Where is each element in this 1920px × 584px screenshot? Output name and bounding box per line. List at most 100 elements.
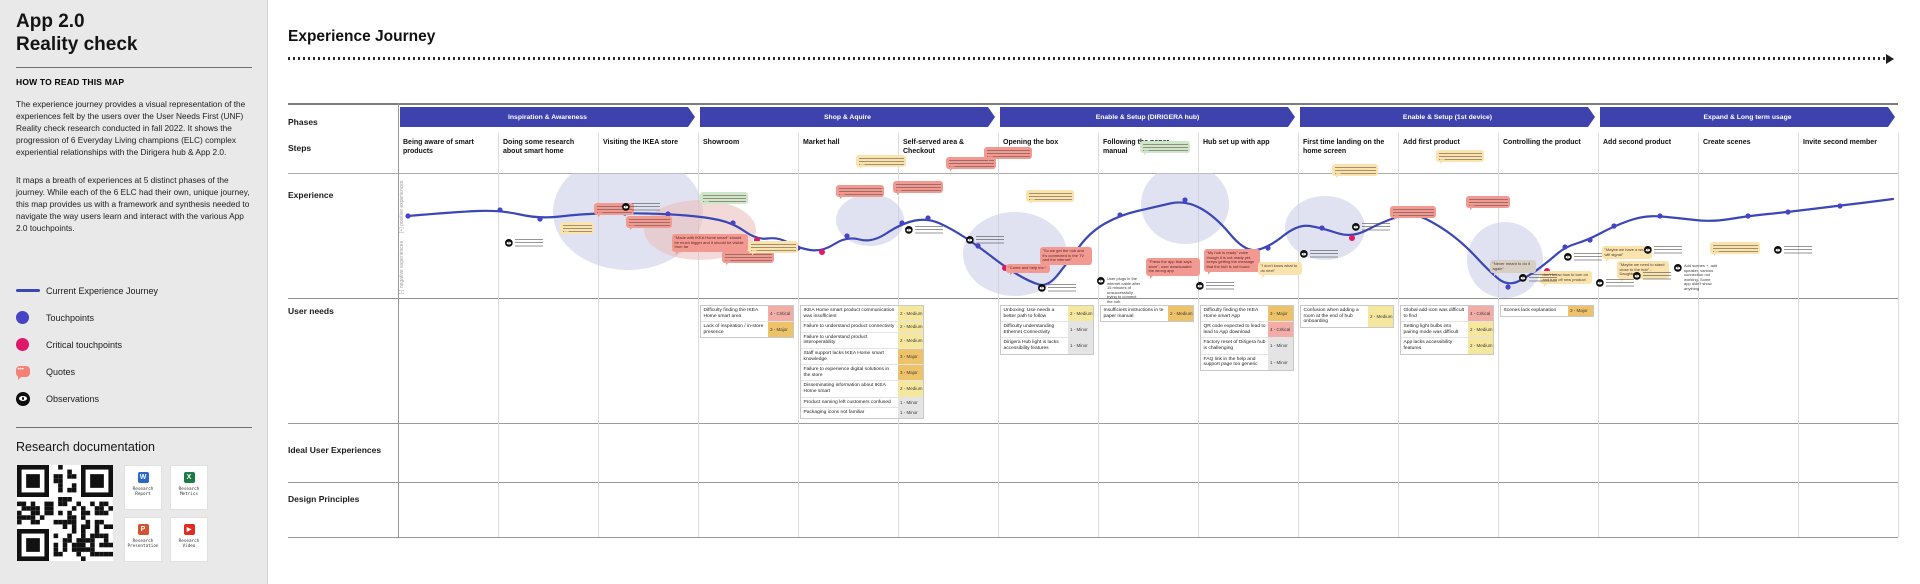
- user-need-text: Insufficient instructions in te paper ma…: [1103, 308, 1164, 319]
- severity-badge: 2 - Medium: [898, 332, 923, 348]
- quote-bubble: [1710, 242, 1760, 254]
- touchpoint-dot: [925, 215, 931, 221]
- user-need-item: Difficulty understanding Ethernet Connec…: [1001, 322, 1093, 339]
- quotes-icon: [16, 366, 46, 380]
- experience-journey-line: [406, 197, 1895, 286]
- quote-bubble: [594, 203, 634, 215]
- user-need-text: App lacks accessibility features: [1403, 340, 1453, 351]
- journey-line-icon: [16, 288, 40, 293]
- grid-line: [498, 133, 499, 537]
- severity-badge: 4 - Critical: [768, 306, 793, 322]
- grid-line: [1598, 133, 1599, 537]
- word-icon: W: [137, 472, 149, 483]
- user-need-text: Failure to understand product connectivi…: [803, 324, 895, 330]
- experience-spread-blob: [1141, 173, 1229, 244]
- observation-marker: [1633, 272, 1671, 286]
- quote-bubble: [560, 222, 594, 234]
- step-label-doing-some-research-about-smart-home: Doing some research about smart home: [503, 139, 575, 155]
- quote-bubble: [1332, 164, 1378, 176]
- step-label-market-hall: Market hall: [803, 139, 840, 146]
- grid-line: [1798, 133, 1799, 537]
- quotes-icon: [16, 366, 30, 380]
- step-label-controlling-the-product: Controlling the product: [1503, 139, 1581, 146]
- observation-marker: [1519, 274, 1557, 288]
- row-label-ideal-user-experiences: Ideal User Experiences: [288, 445, 382, 455]
- quote-bubble: [1140, 141, 1190, 153]
- observation-marker: [1352, 223, 1390, 237]
- user-need-text: Failure to experience digital solutions …: [803, 367, 890, 378]
- quote-bubble: [836, 185, 884, 197]
- legend-item-quotes: Quotes: [16, 358, 246, 385]
- touchpoint-dot: [730, 220, 736, 226]
- quote-bubble: "Never meant to do it again": [1490, 260, 1536, 274]
- observation-marker: [1644, 246, 1682, 260]
- step-label-invite-second-member: Invite second member: [1803, 139, 1877, 146]
- observation-text: User plugs in the internet cable after 1…: [1107, 276, 1141, 304]
- research-tile-research-metrics[interactable]: X Research Metrics: [170, 465, 208, 510]
- research-tile-label: Research Metrics: [178, 487, 200, 498]
- quote-bubble: "Come and help me!": [1006, 264, 1050, 273]
- sidebar-title-line2: Reality check: [16, 34, 138, 55]
- touchpoint-dot: [537, 216, 543, 222]
- user-need-item: Difficulty finding the IKEA Home smart a…: [701, 306, 793, 323]
- observation-eye-icon: [1644, 246, 1652, 254]
- illegible-observation-text: [1606, 279, 1634, 288]
- divider: [16, 67, 252, 68]
- user-need-text: Staff support lacks IKEA Home smart know…: [803, 350, 884, 362]
- legend-item-observations: Observations: [16, 385, 246, 412]
- user-needs-group: Difficulty finding the IKEA Home smart a…: [700, 305, 794, 339]
- illegible-observation-text: [1362, 223, 1390, 232]
- step-label-following-the-paper-manual: Following the paper manual: [1103, 139, 1170, 155]
- phase-banner-expand-long-term-usage: Expand & Long term usage: [1600, 107, 1895, 127]
- step-label-opening-the-box: Opening the box: [1003, 139, 1059, 146]
- touchpoint-dot: [1785, 209, 1791, 215]
- quote-bubble: "Press the app that says store", user do…: [1146, 258, 1200, 277]
- grid-line: [288, 103, 1898, 105]
- touchpoint-icon: [16, 311, 46, 324]
- touchpoint-dot: [1319, 225, 1325, 231]
- grid-line: [1498, 133, 1499, 537]
- legend-item-critical-touchpoints: Critical touchpoints: [16, 331, 246, 358]
- quote-bubble: "Maybe we have a weak wifi signal": [1602, 246, 1652, 260]
- severity-badge: 2 - Medium: [898, 322, 923, 332]
- observation-eye-icon: [1352, 223, 1360, 231]
- user-need-text: Difficulty finding the IKEA Home smart a…: [703, 308, 759, 319]
- observation-text: Add scenes +, add speaker, various conne…: [1684, 263, 1718, 291]
- step-label-self-served-area-checkout: Self-served area & Checkout: [903, 139, 965, 155]
- research-tile-label: Research Report: [132, 487, 154, 498]
- observation-eye-icon: [905, 226, 913, 234]
- severity-badge: 2 - Medium: [1068, 306, 1093, 322]
- touchpoint-dot: [844, 233, 850, 239]
- observation-eye-icon: [1774, 246, 1782, 254]
- illegible-quote-text: [895, 184, 941, 191]
- touchpoint-dot: [1587, 237, 1593, 243]
- journey-line-icon: [16, 288, 46, 293]
- grid-line: [798, 133, 799, 537]
- grid-line: [998, 133, 999, 537]
- illegible-observation-text: [1048, 284, 1076, 293]
- severity-badge: 2 - Medium: [1468, 338, 1493, 354]
- illegible-observation-text: [915, 226, 943, 235]
- research-tile-research-report[interactable]: W Research Report: [124, 465, 162, 510]
- observation-marker: [905, 226, 943, 240]
- illegible-observation-text: [976, 236, 1004, 245]
- legend-item-label: Current Experience Journey: [46, 285, 159, 296]
- user-need-text: QR code expected to lead to lead to App …: [1203, 324, 1266, 335]
- research-tile-research-presentation[interactable]: P Research Presentation: [124, 517, 162, 562]
- illegible-quote-text: [750, 244, 796, 251]
- illegible-quote-text: [1392, 209, 1434, 216]
- user-needs-group: Insufficient instructions in te paper ma…: [1100, 305, 1194, 323]
- step-label-add-first-product: Add first product: [1403, 139, 1460, 146]
- step-label-add-second-product: Add second product: [1603, 139, 1672, 146]
- user-need-text: Difficulty understanding Ethernet Connec…: [1003, 324, 1055, 335]
- research-tile-research-video[interactable]: ▶ Research Video: [170, 517, 208, 562]
- phase-banner-enable-setup-dirigera-hub-: Enable & Setup (DIRIGERA hub): [1000, 107, 1295, 127]
- critical-touchpoint-icon: [16, 338, 46, 351]
- illegible-observation-text: [515, 239, 543, 248]
- user-need-text: Lack of inspiration / in-store presence: [703, 324, 764, 335]
- step-label-first-time-landing-on-the-home-screen: First time landing on the home screen: [1303, 139, 1385, 155]
- timeline-dotted-line: [288, 57, 1886, 60]
- user-need-item: Global add icon was difficult to find 4 -…: [1401, 306, 1493, 323]
- experience-curve-chart: [405, 173, 1895, 298]
